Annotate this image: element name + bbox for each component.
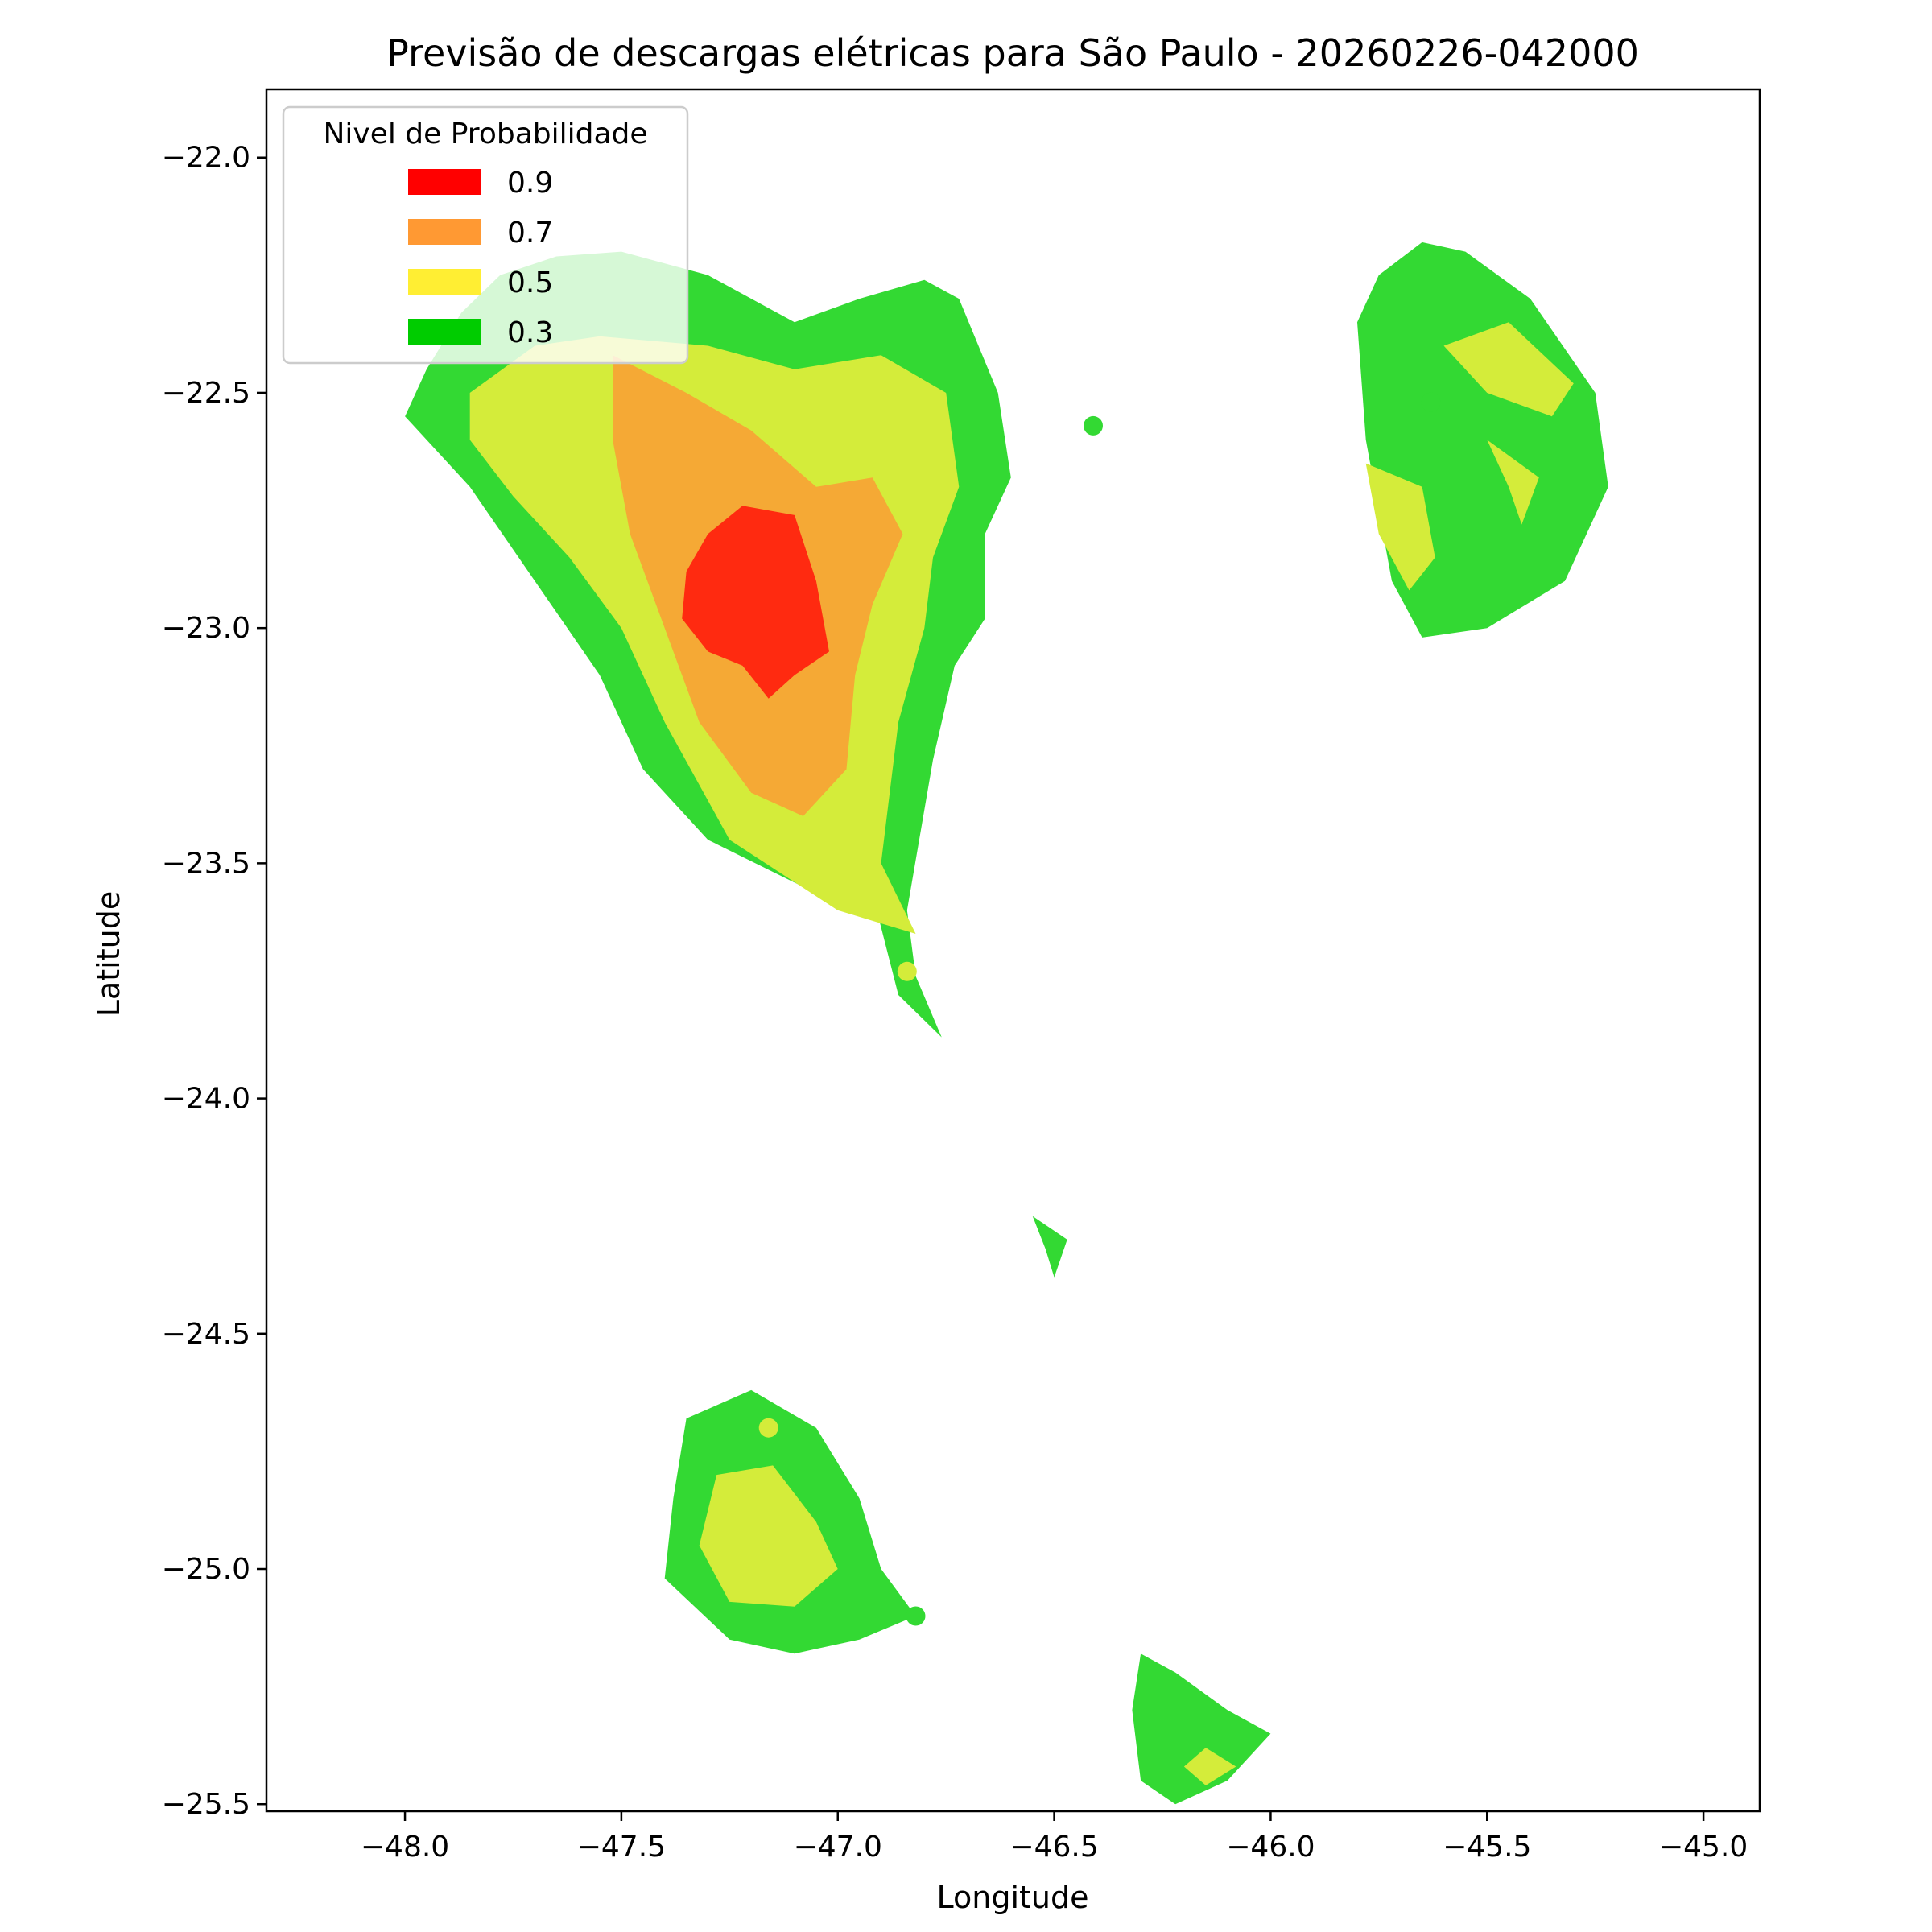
y-tick-label: −22.0 (162, 142, 250, 175)
y-tick-label: −25.0 (162, 1553, 250, 1586)
legend-label: 0.9 (507, 167, 553, 200)
legend-swatch (408, 169, 481, 195)
region-southeast-cell (1132, 1653, 1271, 1805)
y-axis: −22.0 −22.5 −23.0 −23.5 −24.0 −24.5 −25.0 −25.5 (162, 142, 266, 1821)
probability-dots (529, 364, 1510, 1626)
y-axis-label: Latitude (91, 891, 126, 1017)
x-tick-label: −47.5 (577, 1831, 666, 1864)
chart-title: Previsão de descargas elétricas para São… (386, 31, 1639, 75)
y-tick-label: −23.0 (162, 612, 250, 645)
region-level-09-0-3 (682, 506, 829, 699)
legend: Nivel de Probabilidade 0.9 0.7 0.5 0.3 (282, 105, 689, 365)
probability-dot-0 (529, 463, 549, 483)
region-northeast-cell (1357, 242, 1608, 638)
x-tick-label: −47.0 (794, 1831, 882, 1864)
probability-dot-7 (906, 1606, 926, 1626)
probability-dot-4 (1395, 496, 1415, 516)
x-tick-label: −46.5 (1009, 1831, 1098, 1864)
probability-dot-5 (1490, 364, 1510, 384)
x-axis: −48.0 −47.5 −47.0 −46.5 −46.0 −45.5 −45.0 (361, 1811, 1748, 1864)
x-axis-label: Longitude (937, 1880, 1089, 1915)
legend-box (282, 105, 689, 365)
x-tick-label: −45.5 (1443, 1831, 1531, 1864)
y-tick-label: −23.5 (162, 847, 250, 880)
legend-title: Nivel de Probabilidade (323, 118, 647, 151)
region-level-05-1-2 (1365, 463, 1435, 591)
region-level-05-3-1 (1183, 1748, 1236, 1785)
legend-swatch (408, 319, 481, 345)
x-tick-label: −45.0 (1659, 1831, 1748, 1864)
probability-regions (405, 242, 1608, 1805)
legend-swatch (408, 269, 481, 295)
probability-dot-2 (1084, 415, 1103, 436)
y-tick-label: −25.5 (162, 1788, 250, 1821)
region-level-05-1-1 (1443, 322, 1574, 417)
region-isolated-patch (1032, 1216, 1067, 1278)
plot-frame (265, 88, 1761, 1813)
legend-label: 0.3 (507, 316, 553, 349)
region-level-03-4-0 (1032, 1216, 1067, 1278)
region-level-05-1-3 (1487, 440, 1539, 525)
region-northwest-cell (405, 251, 1011, 1038)
probability-dot-6 (758, 1418, 778, 1438)
legend-label: 0.5 (507, 266, 553, 299)
probability-dot-1 (897, 961, 917, 981)
y-tick-label: −24.0 (162, 1083, 250, 1116)
legend-label: 0.7 (507, 217, 553, 250)
x-tick-label: −46.0 (1226, 1831, 1315, 1864)
y-tick-label: −22.5 (162, 377, 250, 410)
region-level-05-2-1 (699, 1465, 838, 1607)
region-south-cell (664, 1389, 916, 1654)
x-tick-label: −48.0 (361, 1831, 449, 1864)
region-level-03-1-0 (1357, 242, 1608, 638)
probability-dot-3 (1421, 392, 1441, 412)
y-tick-label: −24.5 (162, 1318, 250, 1351)
legend-swatch (408, 219, 481, 245)
region-level-03-3-0 (1132, 1653, 1271, 1805)
